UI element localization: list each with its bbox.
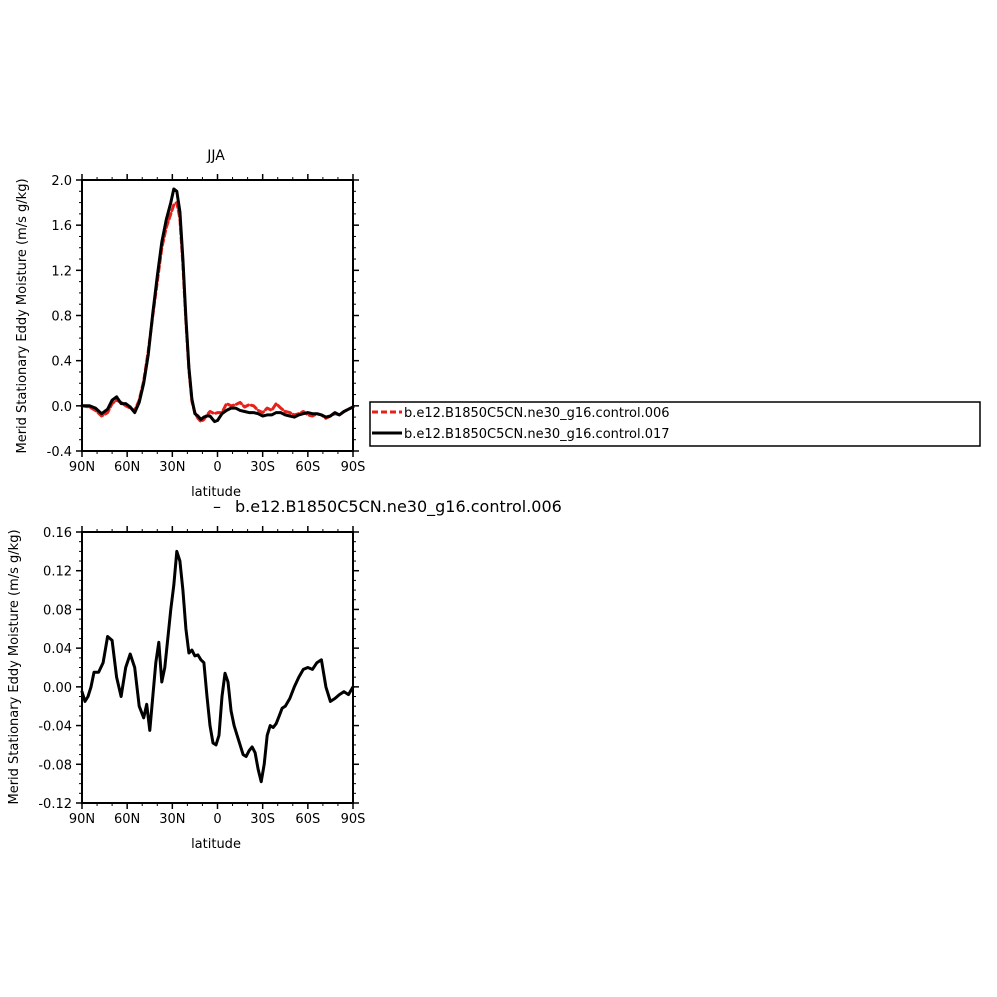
x-tick-label: 90S — [341, 812, 366, 827]
legend-frame — [369, 401, 981, 447]
plot-area-bottom: 90N 60N 30N 0 30S 60S 90S -0.12 -0.08 -0.04 0.00 0.… — [38, 526, 365, 827]
y-tick-label: 0.08 — [43, 603, 72, 618]
y-axis-label: Merid Stationary Eddy Moisture (m/s g/kg… — [7, 529, 22, 804]
x-tick-label: 30S — [250, 460, 275, 475]
x-axis-label: latitude — [191, 837, 241, 852]
y-tick-label: 2.0 — [51, 174, 72, 189]
y-tick-label: 0.0 — [51, 400, 72, 415]
y-tick-label: 0.8 — [51, 310, 72, 325]
x-tick-label: 30S — [250, 812, 275, 827]
chart-title: JJA — [206, 148, 225, 164]
legend-label-series-1: b.e12.B1850C5CN.ne30_g16.control.006 — [404, 406, 670, 421]
x-tick-label: 0 — [213, 812, 221, 827]
top-chart-panel: JJA Merid Stationary Eddy Moisture (m/s … — [15, 148, 365, 500]
x-tick-label: 90N — [69, 460, 95, 475]
y-tick-label: 0.00 — [43, 681, 72, 696]
x-axis-label: latitude — [191, 485, 241, 500]
y-tick-label: -0.08 — [38, 758, 72, 773]
series-line-1 — [80, 201, 355, 424]
x-tick-label: 60N — [114, 460, 140, 475]
x-tick-label: 90N — [69, 812, 95, 827]
y-tick-label: 0.04 — [43, 642, 72, 657]
legend: b.e12.B1850C5CN.ne30_g16.control.006 b.e… — [369, 401, 981, 447]
bottom-chart-panel: – b.e12.B1850C5CN.ne30_g16.control.006 M… — [7, 497, 562, 852]
y-tick-label: 0.16 — [43, 526, 72, 541]
plot-frame — [81, 179, 354, 452]
y-tick-label: 0.12 — [43, 565, 72, 580]
x-tick-label: 0 — [213, 460, 221, 475]
chart-title-prefix: – — [213, 497, 221, 516]
x-tick-label: 90S — [341, 460, 366, 475]
y-tick-label: -0.04 — [38, 720, 72, 735]
series-line-2 — [80, 187, 355, 424]
x-tick-label: 30N — [159, 812, 185, 827]
y-tick-label: -0.12 — [38, 797, 72, 812]
x-tick-label: 60N — [114, 812, 140, 827]
y-tick-label: 1.6 — [51, 219, 72, 234]
chart-title: b.e12.B1850C5CN.ne30_g16.control.006 — [235, 497, 562, 517]
series-line-1 — [80, 549, 355, 784]
y-tick-label: -0.4 — [47, 445, 72, 460]
legend-label-series-2: b.e12.B1850C5CN.ne30_g16.control.017 — [404, 427, 670, 442]
y-axis-label: Merid Stationary Eddy Moisture (m/s g/kg… — [15, 178, 30, 453]
y-tick-label: 1.2 — [51, 264, 72, 279]
x-tick-label: 60S — [295, 460, 320, 475]
y-tick-label: 0.4 — [51, 355, 72, 370]
plot-area-top: 90N 60N 30N 0 30S 60S 90S -0.4 0.0 0.4 0.8 1.2 1.6 2.… — [47, 174, 366, 475]
x-tick-label: 30N — [159, 460, 185, 475]
x-tick-label: 60S — [295, 812, 320, 827]
